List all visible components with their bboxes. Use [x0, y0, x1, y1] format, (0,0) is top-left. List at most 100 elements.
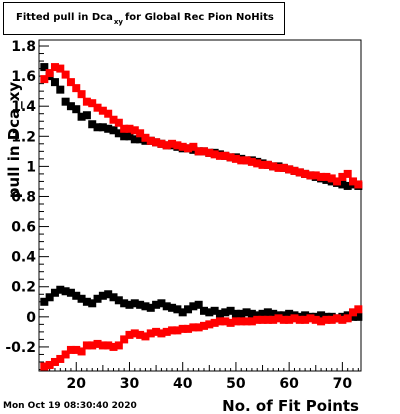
- data-point: [226, 306, 235, 315]
- data-point: [152, 300, 161, 309]
- data-point: [82, 297, 91, 306]
- data-point: [231, 309, 240, 318]
- data-point: [231, 154, 240, 163]
- data-point: [258, 160, 267, 169]
- data-point: [72, 84, 81, 93]
- data-point: [157, 329, 166, 338]
- data-point: [301, 169, 310, 178]
- data-point: [269, 315, 278, 324]
- data-point: [322, 172, 331, 181]
- data-point: [333, 177, 342, 186]
- data-point: [215, 317, 224, 326]
- data-point: [178, 308, 187, 317]
- data-point: [343, 314, 352, 323]
- data-point: [242, 308, 251, 317]
- data-point: [56, 64, 65, 73]
- data-point: [82, 111, 91, 120]
- data-point: [130, 299, 139, 308]
- data-point: [88, 299, 97, 308]
- data-point: [125, 300, 134, 309]
- data-point: [98, 291, 107, 300]
- data-point: [301, 311, 310, 320]
- data-point: [306, 314, 315, 323]
- data-point: [141, 302, 150, 311]
- data-point: [184, 144, 193, 153]
- data-point: [311, 171, 320, 180]
- data-point: [77, 347, 86, 356]
- data-point: [173, 305, 182, 314]
- data-point: [189, 302, 198, 311]
- data-point: [327, 174, 336, 183]
- data-point: [120, 132, 129, 141]
- data-point: [130, 126, 139, 135]
- data-point: [130, 135, 139, 144]
- data-point: [253, 315, 262, 324]
- data-point: [168, 326, 177, 335]
- data-point: [45, 360, 54, 369]
- data-point: [247, 317, 256, 326]
- data-point: [50, 63, 59, 72]
- data-point: [199, 147, 208, 156]
- series-4: [40, 305, 363, 371]
- data-point: [168, 303, 177, 312]
- y-tick-label: 1.6: [11, 69, 36, 85]
- data-point: [125, 132, 134, 141]
- data-point: [136, 300, 145, 309]
- data-point: [146, 303, 155, 312]
- data-point: [125, 124, 134, 133]
- data-point: [178, 324, 187, 333]
- data-point: [343, 181, 352, 190]
- data-point: [290, 166, 299, 175]
- y-tick-label: -0.2: [5, 340, 36, 356]
- data-point: [253, 311, 262, 320]
- y-tick-label: 1.4: [11, 99, 36, 115]
- data-point: [50, 357, 59, 366]
- data-point: [114, 129, 123, 138]
- data-point: [269, 162, 278, 171]
- data-point: [56, 354, 65, 363]
- data-point: [317, 317, 326, 326]
- data-point: [109, 342, 118, 351]
- title-box: Fitted pull in Dcaxy for Global Rec Pion …: [3, 2, 285, 35]
- data-point: [199, 321, 208, 330]
- data-point: [61, 287, 70, 296]
- data-point: [77, 112, 86, 121]
- data-point: [285, 315, 294, 324]
- data-point: [168, 139, 177, 148]
- x-axis-label: No. of Fit Points: [222, 397, 359, 414]
- data-point: [61, 70, 70, 79]
- plot-frame: [38, 39, 362, 372]
- data-point: [269, 309, 278, 318]
- data-point: [258, 315, 267, 324]
- data-point: [338, 180, 347, 189]
- y-tick-label: 0.2: [11, 280, 36, 296]
- data-point: [40, 362, 49, 371]
- data-point: [194, 323, 203, 332]
- chart-title-subscript: xy: [113, 18, 123, 26]
- data-point: [295, 315, 304, 324]
- data-point: [194, 147, 203, 156]
- data-point: [120, 124, 129, 133]
- data-point: [242, 156, 251, 165]
- data-point: [317, 311, 326, 320]
- data-point: [263, 160, 272, 169]
- data-point: [349, 312, 358, 321]
- data-point: [72, 291, 81, 300]
- data-point: [327, 315, 336, 324]
- data-point: [194, 300, 203, 309]
- data-point: [215, 151, 224, 160]
- data-point: [210, 306, 219, 315]
- data-point: [162, 327, 171, 336]
- data-point: [338, 172, 347, 181]
- data-point: [322, 315, 331, 324]
- data-point: [205, 320, 214, 329]
- data-point: [162, 302, 171, 311]
- data-point: [136, 129, 145, 138]
- data-point: [226, 153, 235, 162]
- data-point: [274, 163, 283, 172]
- data-point: [120, 335, 129, 344]
- data-point: [82, 97, 91, 106]
- data-point: [93, 339, 102, 348]
- data-point: [333, 314, 342, 323]
